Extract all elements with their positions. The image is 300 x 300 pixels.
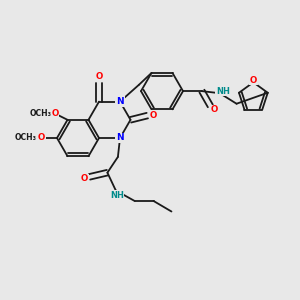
- Text: O: O: [211, 105, 218, 114]
- Text: OCH₃: OCH₃: [14, 134, 37, 142]
- Text: O: O: [250, 76, 257, 85]
- Text: N: N: [116, 134, 124, 142]
- Text: O: O: [81, 174, 88, 183]
- Text: NH: NH: [216, 87, 230, 96]
- Text: O: O: [150, 111, 157, 120]
- Text: O: O: [38, 134, 45, 142]
- Text: O: O: [51, 109, 58, 118]
- Text: N: N: [116, 97, 124, 106]
- Text: O: O: [95, 72, 103, 81]
- Text: NH: NH: [110, 191, 124, 200]
- Text: OCH₃: OCH₃: [29, 109, 51, 118]
